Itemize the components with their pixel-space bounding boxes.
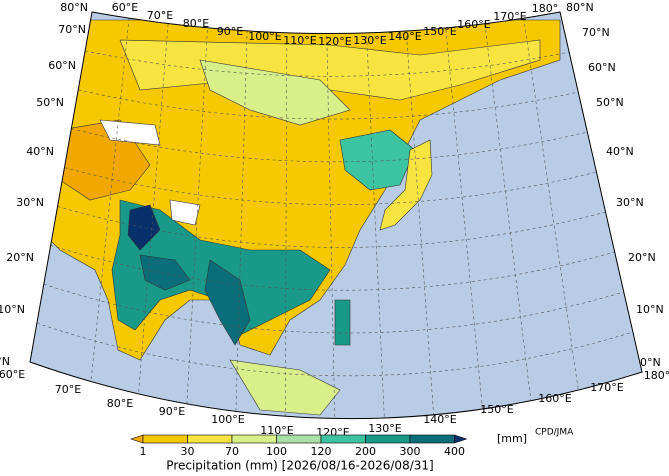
lat-label: 20°N [628,251,656,264]
colorbar-extension [130,434,144,444]
philippines [334,299,351,346]
meridian [284,12,288,419]
lon-label: 120°E [318,35,351,48]
meridian [481,12,541,419]
meridian [364,12,388,419]
colorbar-tick-label: 300 [400,445,421,458]
lat-label: 10°N [636,303,664,316]
meridian [442,12,490,419]
meridian [403,12,439,419]
parallel [36,322,633,377]
lat-label: 30°N [16,196,44,209]
lat-label: 10°N [0,303,25,316]
lat-label: 40°N [606,145,634,158]
credit: CPD/JMA [535,428,574,438]
heavy-rain [139,254,191,291]
colorbar-swatch [142,434,188,444]
lon-label: 100°E [248,30,281,43]
colorbar-extension [454,434,468,444]
lon-label: 110°E [260,424,293,437]
lon-label: 160°E [457,18,490,31]
lat-label: 50°N [596,96,624,109]
lon-label: 80°E [183,17,209,30]
lon-label: 130°E [368,422,401,435]
meridian [233,12,249,419]
lon-label: 170°E [493,10,526,23]
colorbar-swatch [320,434,366,444]
lon-label: 70°E [55,383,81,396]
colorbar-swatch [187,434,233,444]
meridian [325,12,337,419]
lat-label: 40°N [26,145,54,158]
lat-label: 50°N [36,96,64,109]
colorbar-tick-label: 120 [311,445,332,458]
lon-label: 150°E [480,403,513,416]
colorbar-swatch [276,434,322,444]
colorbar-tick-label: 100 [266,445,287,458]
heavy-rain [204,259,251,346]
colorbar-swatch [231,434,277,444]
lat-label: 60°N [48,59,76,72]
lon-label: 150°E [423,25,456,38]
colorbar-swatch [409,434,455,444]
lat-label: 0°N [640,356,661,369]
lon-label: 90°E [159,405,185,418]
map-frame [29,11,643,420]
lon-label: 180° [644,369,669,382]
north-region [119,39,541,101]
lat-label: 30°N [616,196,644,209]
indonesia [229,359,341,416]
colorbar-tick-label: 200 [355,445,376,458]
lat-label: 80°N [566,1,594,14]
lon-label: 170°E [590,381,623,394]
parallel [71,128,588,163]
lat-label: 70°N [582,26,610,39]
lon-label: 60°E [0,368,25,381]
colorbar-title: Precipitation (mm) [2026/08/16-2026/08/3… [166,459,433,473]
meridian [520,12,592,419]
lon-label: 60°E [112,1,138,14]
lon-label: 80°E [107,397,133,410]
parallel [78,89,579,120]
parallel [64,167,597,205]
no-data [169,199,201,226]
korea-area [339,129,416,191]
parallel [57,206,606,248]
lon-label: 140°E [388,30,421,43]
lon-label: 180° [532,2,559,15]
lon-label: 90°E [217,25,243,38]
lat-label: 20°N [6,251,34,264]
lat-label: 70°N [58,23,86,36]
heavy-rain [127,204,161,251]
lon-label: 130°E [353,34,386,47]
lon-label: 110°E [283,34,316,47]
colorbar-tick-label: 70 [225,445,239,458]
colorbar-swatch [365,434,411,444]
colorbar-tick-label: 400 [444,445,465,458]
colorbar-tick-label: 30 [181,445,195,458]
lat-label: 80°N [60,1,88,14]
meridian [182,12,210,419]
lat-label: 0°N [0,355,10,368]
parallel [43,283,624,334]
unit-label: [mm] [497,432,527,445]
colorbar-tick-label: 1 [140,445,147,458]
green-area [199,59,351,126]
parallel [85,50,570,77]
lon-label: 160°E [538,392,571,405]
japan [379,139,433,231]
lon-label: 100°E [211,413,244,426]
lon-label: 140°E [423,413,456,426]
lat-label: 60°N [588,61,616,74]
lon-label: 70°E [147,9,173,22]
